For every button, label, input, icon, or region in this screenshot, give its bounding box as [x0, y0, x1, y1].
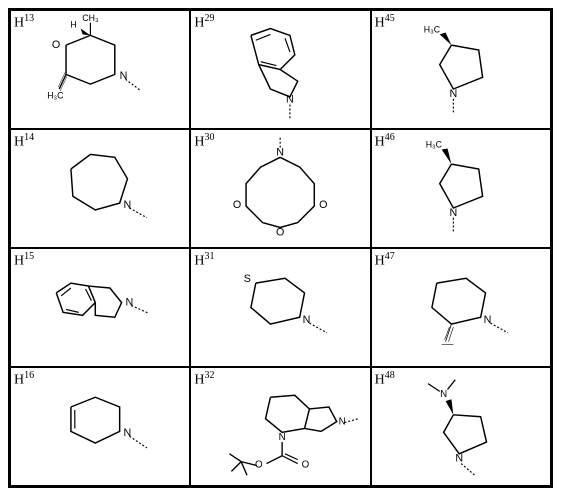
svg-text:N: N [449, 207, 457, 219]
svg-text:O: O [276, 226, 284, 238]
cell-label: H15 [14, 251, 34, 270]
cell-h47: H47 N [371, 248, 551, 367]
cell-label: H46 [375, 132, 395, 151]
svg-text:O: O [319, 199, 327, 211]
svg-text:H: H [70, 20, 76, 30]
cell-h14: H14 N [10, 129, 190, 248]
svg-text:O: O [52, 39, 60, 51]
cell-h29: H29 N [190, 10, 370, 129]
structure-grid: H13CH₃HOH₃CNH29NH45H₃CNH14NH30NOOOH46H₃C… [8, 8, 553, 488]
cell-label: H31 [194, 251, 214, 270]
cell-label: H14 [14, 132, 34, 151]
svg-text:N: N [483, 314, 491, 326]
svg-text:N: N [124, 427, 132, 439]
cell-label: H45 [375, 13, 395, 32]
svg-text:N: N [277, 146, 285, 158]
svg-text:N: N [449, 88, 457, 100]
svg-text:N: N [286, 94, 294, 106]
svg-text:N: N [279, 432, 286, 443]
cell-h45: H45 H₃C N [371, 10, 551, 129]
cell-h31: H31 S N [190, 248, 370, 367]
svg-text:N: N [440, 389, 447, 400]
cell-h15: H15 N [10, 248, 190, 367]
svg-text:N: N [303, 314, 311, 326]
cell-label: H16 [14, 370, 34, 389]
cell-label: H30 [194, 132, 214, 151]
cell-h48: H48 N N [371, 367, 551, 486]
svg-text:S: S [244, 273, 251, 285]
cell-label: H47 [375, 251, 395, 270]
cell-h46: H46 H₃C N [371, 129, 551, 248]
svg-text:O: O [233, 199, 241, 211]
svg-text:H₃C: H₃C [423, 24, 439, 34]
cell-label: H29 [194, 13, 214, 32]
svg-text:N: N [126, 297, 134, 309]
svg-text:H₃C: H₃C [425, 140, 441, 150]
svg-text:CH₃: CH₃ [82, 13, 99, 23]
svg-text:H₃C: H₃C [47, 91, 63, 101]
svg-text:N: N [124, 199, 132, 211]
svg-text:O: O [302, 459, 310, 470]
cell-h30: H30 N O O O [190, 129, 370, 248]
cell-label: H32 [194, 370, 214, 389]
cell-h32: H32NNOO [190, 367, 370, 486]
cell-label: H13 [14, 13, 34, 32]
svg-text:N: N [455, 453, 463, 465]
cell-label: H48 [375, 370, 395, 389]
cell-h13: H13CH₃HOH₃CN [10, 10, 190, 129]
cell-h16: H16 N [10, 367, 190, 486]
